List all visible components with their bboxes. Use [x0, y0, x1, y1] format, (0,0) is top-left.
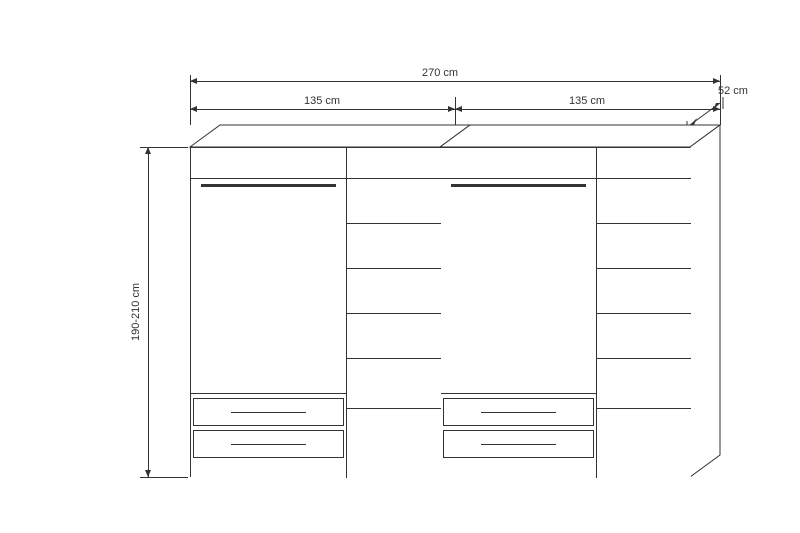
drawing-stage: 270 cm 135 cm 135 cm 52 cm 190-210 cm [50, 37, 750, 497]
dim-tick [190, 75, 191, 125]
dim-height-label: 190-210 cm [130, 282, 142, 340]
dim-half2-line [455, 109, 720, 110]
wardrobe-front [190, 147, 690, 477]
dim-total-arrow-r [713, 78, 720, 84]
module2-shelves [596, 148, 691, 478]
drawer-top [441, 393, 596, 394]
shelf [596, 358, 691, 359]
module2-hanging [441, 148, 596, 478]
dim-tick [140, 147, 188, 148]
top-shelf [191, 178, 346, 179]
top-shelf [441, 178, 596, 179]
dim-half2-label: 135 cm [569, 95, 605, 107]
shelf [346, 268, 441, 269]
drawer [443, 430, 594, 458]
shelf [346, 358, 441, 359]
shelf [596, 268, 691, 269]
drawer [193, 430, 344, 458]
dim-height-arrow-d [145, 470, 151, 477]
module-2 [441, 148, 691, 478]
dim-total-width-label: 270 cm [422, 67, 458, 79]
shelf [346, 223, 441, 224]
module-1 [191, 148, 441, 478]
dim-height-line [148, 147, 149, 477]
dim-half2-arrow-l [455, 106, 462, 112]
drawer [443, 398, 594, 426]
dim-half1-label: 135 cm [304, 95, 340, 107]
side-perspective [690, 125, 730, 485]
shelf [596, 408, 691, 409]
dim-total-width-line [190, 81, 720, 82]
dim-half1-arrow-l [190, 106, 197, 112]
dim-height-arrow-u [145, 147, 151, 154]
dim-half1-line [190, 109, 455, 110]
dim-total-arrow-l [190, 78, 197, 84]
drawer-top [191, 393, 346, 394]
dim-half1-arrow-r [448, 106, 455, 112]
shelf [346, 178, 441, 179]
dim-tick [140, 477, 188, 478]
module1-hanging [191, 148, 346, 478]
module1-shelves [346, 148, 441, 478]
dim-depth-label: 52 cm [718, 85, 748, 97]
shelf [346, 408, 441, 409]
hanging-rail [451, 184, 586, 187]
shelf [596, 313, 691, 314]
shelf [346, 313, 441, 314]
shelf [596, 178, 691, 179]
drawer [193, 398, 344, 426]
shelf [596, 223, 691, 224]
hanging-rail [201, 184, 336, 187]
